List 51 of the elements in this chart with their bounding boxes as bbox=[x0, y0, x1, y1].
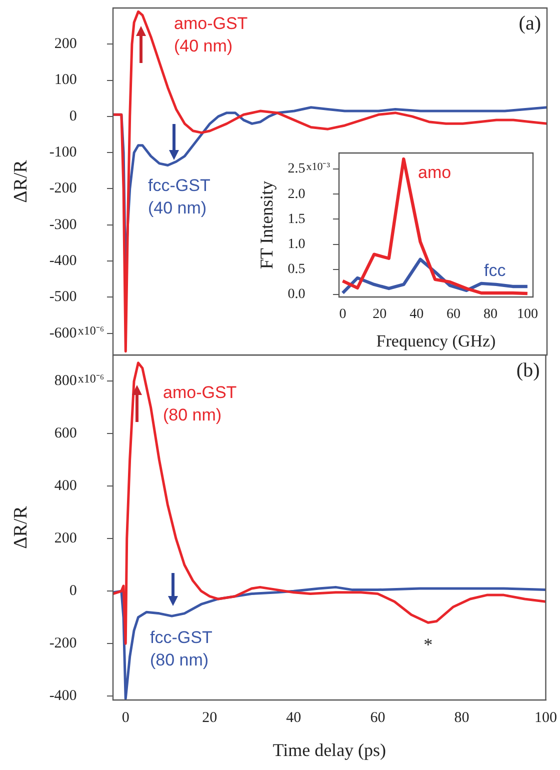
y-tick-label: 800 bbox=[54, 373, 77, 390]
text: x10⁻⁶ bbox=[78, 371, 104, 386]
y-tick-label: 600 bbox=[54, 426, 77, 442]
y-tick-label: 400 bbox=[54, 478, 77, 494]
y-tick-label: -200 bbox=[49, 180, 77, 197]
x-tick-label: 60 bbox=[446, 307, 461, 322]
y-tick-label: -400 bbox=[49, 688, 77, 704]
y-axis-title: ΔR/R bbox=[10, 506, 32, 549]
x-axis-title: Time delay (ps) bbox=[272, 740, 386, 760]
y-tick-label: 0 bbox=[69, 583, 77, 600]
series-label: amo-GST (80 nm) bbox=[163, 383, 237, 424]
y-tick-label: 0 bbox=[69, 108, 77, 124]
y-tick-label: -300 bbox=[49, 216, 77, 233]
y-tick-label: 2.0 bbox=[288, 186, 306, 202]
y-axis-title: FT Intensity bbox=[256, 180, 277, 270]
x-tick-label: 80 bbox=[454, 710, 470, 726]
y-axis-title: ΔR/R bbox=[10, 160, 32, 203]
series-label: fcc-GST (80 nm) bbox=[150, 628, 212, 670]
y-tick-label: 100 bbox=[54, 72, 77, 88]
x-axis-title: Frequency (GHz) bbox=[376, 331, 496, 350]
x-tick-label: 20 bbox=[202, 710, 218, 726]
series-label: amo bbox=[418, 163, 452, 182]
y-tick-label: 200 bbox=[54, 530, 77, 547]
y-tick-label: -500 bbox=[49, 289, 77, 306]
x-tick-label: 0 bbox=[339, 307, 346, 322]
annotation: * bbox=[424, 634, 433, 654]
y-tick-label: 0.5 bbox=[288, 262, 306, 278]
x-tick-label: 40 bbox=[286, 710, 302, 726]
x-tick-label: 20 bbox=[372, 307, 387, 322]
y-tick-label: -100 bbox=[49, 144, 77, 161]
annotation: (a) bbox=[518, 12, 541, 34]
y-tick-label: -400 bbox=[49, 252, 77, 269]
x-tick-label: 40 bbox=[410, 307, 424, 322]
y-tick-label: -600 bbox=[49, 325, 77, 342]
y-tick-label: 200 bbox=[54, 36, 77, 52]
x-tick-label: 60 bbox=[370, 710, 386, 726]
series-label: fcc-GST (40 nm) bbox=[148, 176, 210, 218]
x-tick-label: 0 bbox=[122, 710, 130, 726]
series-label: fcc bbox=[484, 261, 506, 280]
text: x10⁻⁶ bbox=[78, 323, 104, 338]
x-tick-label: 100 bbox=[516, 307, 538, 322]
y-tick-label: 2.5 bbox=[288, 162, 306, 177]
annotation: (b) bbox=[516, 359, 540, 382]
annotation: x10⁻³ bbox=[306, 160, 331, 173]
y-tick-label: 1.5 bbox=[288, 212, 306, 227]
y-tick-label: -200 bbox=[49, 636, 77, 652]
series-label: amo-GST (40 nm) bbox=[174, 14, 248, 56]
y-tick-label: 1.0 bbox=[288, 236, 306, 252]
y-tick-label: 0.0 bbox=[288, 287, 306, 302]
x-tick-label: 100 bbox=[534, 710, 557, 726]
x-tick-label: 80 bbox=[484, 307, 498, 322]
